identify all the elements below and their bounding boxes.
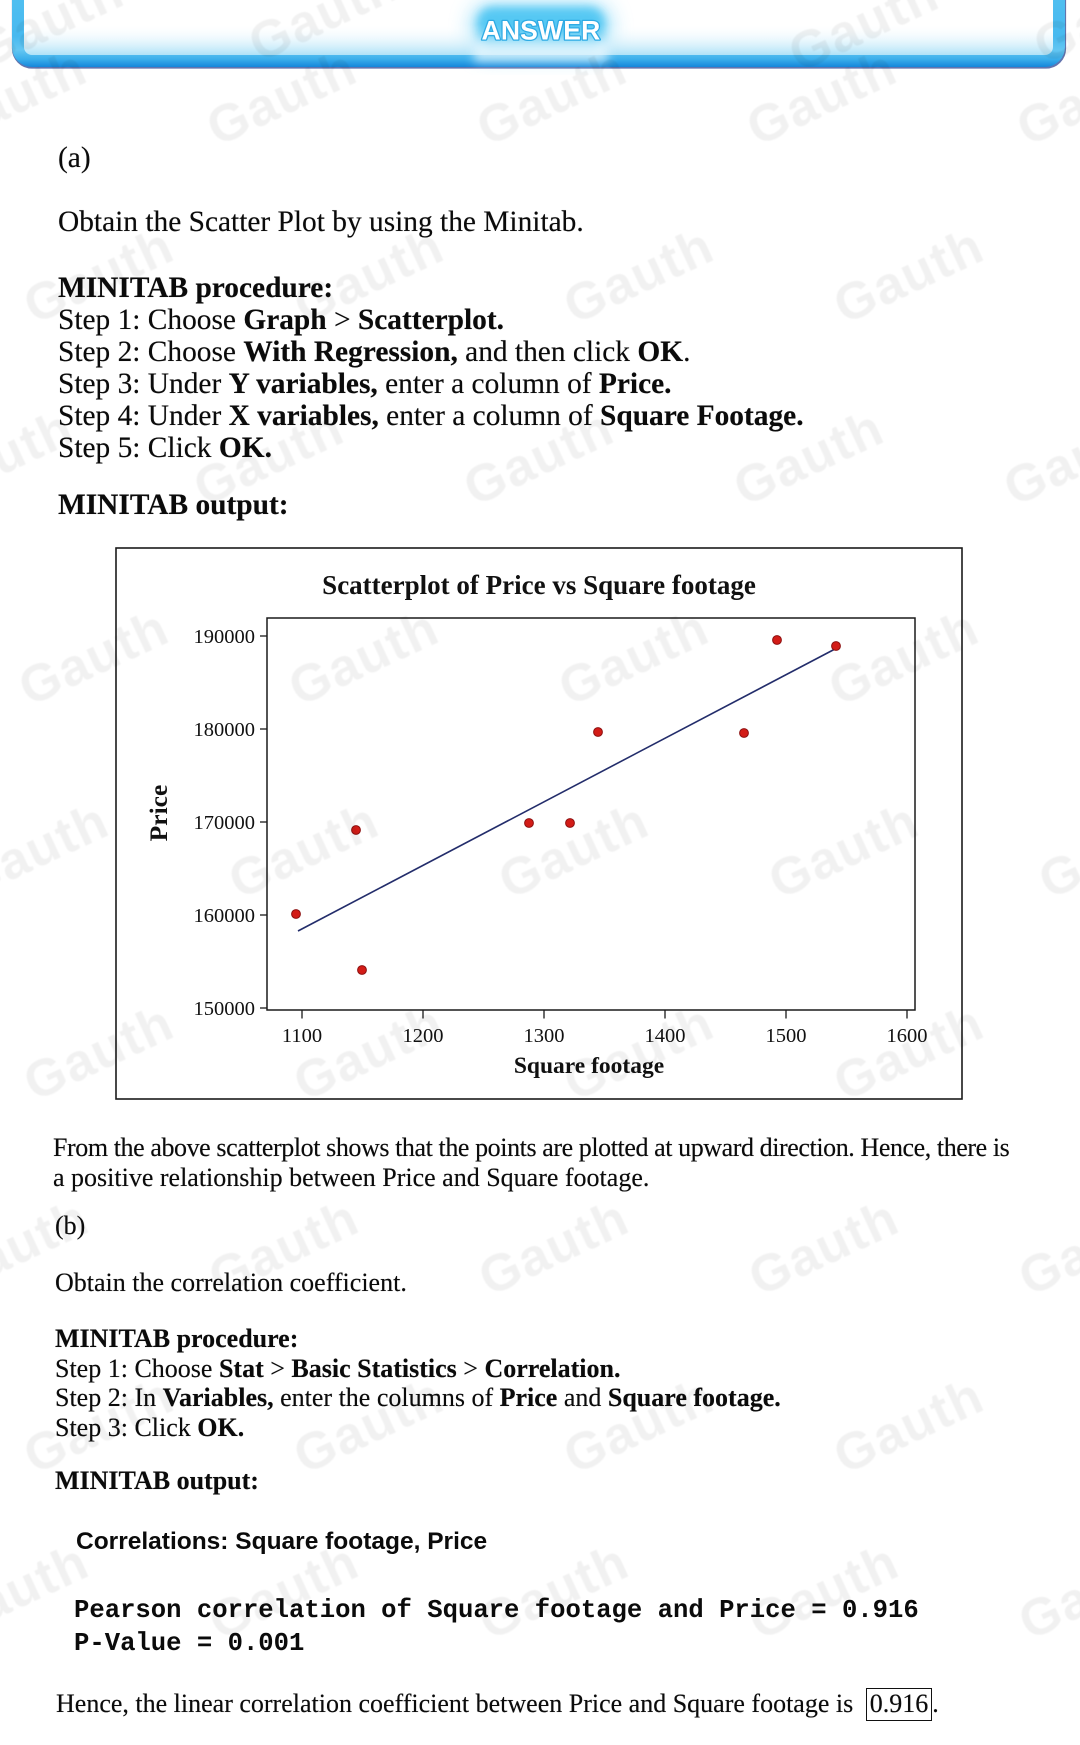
svg-text:160000: 160000: [194, 905, 256, 927]
svg-text:1200: 1200: [403, 1025, 444, 1047]
svg-text:Square footage: Square footage: [514, 1053, 664, 1079]
svg-text:ANSWER: ANSWER: [482, 16, 601, 46]
svg-text:1100: 1100: [282, 1025, 322, 1047]
svg-text:1600: 1600: [887, 1025, 928, 1047]
svg-text:170000: 170000: [194, 812, 256, 834]
svg-text:Price: Price: [144, 785, 173, 842]
svg-text:1500: 1500: [766, 1025, 807, 1047]
svg-text:1300: 1300: [524, 1025, 565, 1047]
svg-text:150000: 150000: [194, 998, 256, 1020]
svg-text:1400: 1400: [645, 1025, 686, 1047]
svg-text:Scatterplot of Price vs Square: Scatterplot of Price vs Square footage: [322, 570, 756, 600]
svg-text:190000: 190000: [194, 626, 256, 648]
svg-text:180000: 180000: [194, 719, 256, 741]
